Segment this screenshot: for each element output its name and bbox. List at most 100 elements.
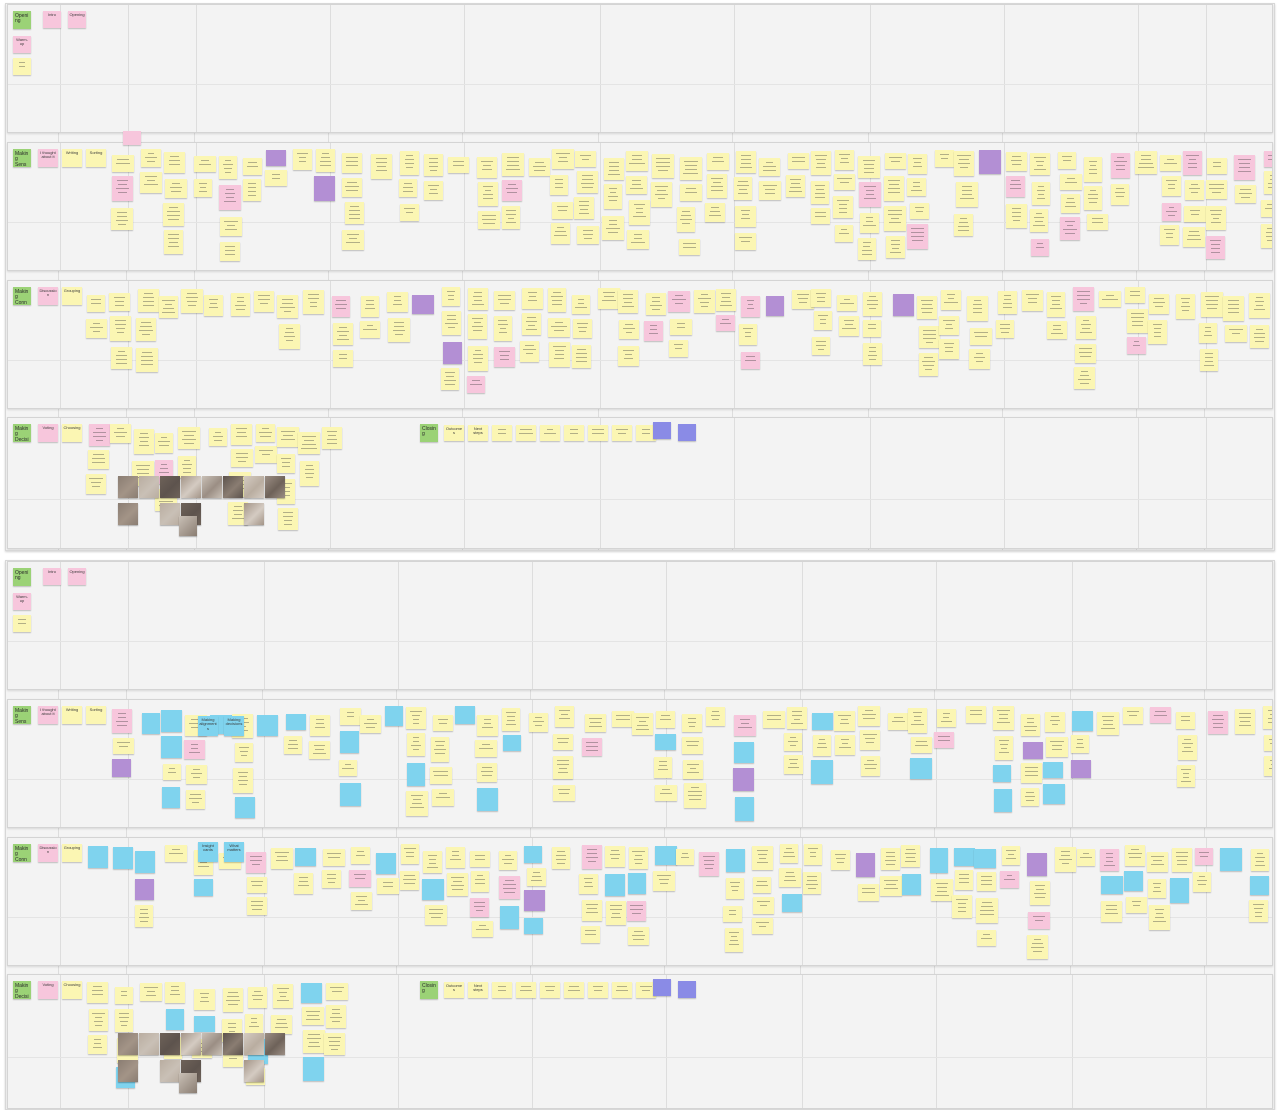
sticky-note[interactable] (1177, 765, 1195, 787)
sticky-note[interactable] (886, 236, 905, 258)
sticky-note[interactable] (163, 203, 184, 226)
sticky-note[interactable] (349, 870, 371, 887)
sticky-note[interactable] (1206, 180, 1227, 199)
sticky-note[interactable] (1071, 760, 1091, 778)
sticky-note[interactable] (322, 427, 342, 449)
sticky-note[interactable] (618, 290, 638, 313)
sticky-note[interactable] (1100, 849, 1119, 871)
sticky-note[interactable] (468, 314, 487, 339)
sticky-note[interactable] (552, 202, 573, 219)
sticky-note[interactable] (733, 768, 754, 791)
sticky-note[interactable] (194, 1016, 215, 1032)
sticky-note[interactable] (627, 230, 649, 249)
sticky-note[interactable] (1124, 871, 1143, 891)
sticky-note[interactable] (627, 901, 646, 921)
sticky-note[interactable] (115, 987, 133, 1004)
sticky-note[interactable] (716, 315, 735, 331)
sticky-note[interactable]: I thought about it (38, 149, 58, 167)
sticky-note[interactable] (919, 326, 940, 348)
sticky-note[interactable] (1032, 182, 1050, 205)
sticky-note[interactable] (522, 288, 543, 309)
sticky-note[interactable] (553, 785, 575, 801)
sticky-note[interactable] (670, 319, 692, 335)
sticky-note[interactable] (265, 170, 287, 186)
sticky-note[interactable] (333, 350, 353, 367)
sticky-note[interactable]: Choosing (62, 981, 82, 999)
sticky-note[interactable] (470, 898, 489, 917)
sticky-note[interactable] (881, 848, 900, 870)
sticky-note[interactable] (1178, 735, 1197, 760)
sticky-note[interactable] (502, 708, 520, 731)
sticky-note[interactable] (1261, 224, 1272, 248)
sticky-note[interactable] (475, 740, 497, 757)
sticky-note[interactable] (588, 425, 608, 441)
sticky-note[interactable] (266, 150, 286, 166)
sticky-note[interactable]: Discussion (38, 287, 58, 305)
sticky-note[interactable] (467, 376, 485, 393)
sticky-note[interactable] (279, 324, 300, 349)
sticky-note[interactable] (682, 714, 702, 732)
sticky-note[interactable] (626, 151, 648, 171)
sticky-note[interactable] (194, 156, 216, 172)
sticky-note[interactable] (956, 182, 978, 207)
sticky-note[interactable] (885, 153, 906, 169)
sticky-note[interactable] (1077, 849, 1095, 866)
sticky-note[interactable] (939, 316, 959, 335)
sticky-note[interactable] (186, 765, 207, 784)
sticky-note[interactable] (1250, 325, 1269, 348)
sticky-note[interactable] (996, 320, 1014, 338)
sticky-note[interactable] (582, 738, 602, 756)
sticky-note[interactable] (812, 713, 833, 730)
sticky-note[interactable]: I thought about it (38, 706, 58, 724)
sticky-note[interactable] (110, 424, 131, 443)
sticky-note[interactable] (115, 1009, 133, 1032)
sticky-note[interactable] (135, 879, 154, 900)
sticky-note[interactable] (478, 182, 498, 206)
sticky-note[interactable] (1148, 320, 1167, 344)
sticky-note[interactable] (1183, 151, 1202, 175)
sticky-note[interactable] (293, 149, 312, 170)
sticky-note[interactable] (112, 176, 133, 201)
sticky-note[interactable] (162, 787, 180, 808)
sticky-note[interactable] (360, 321, 380, 338)
sticky-note[interactable] (1264, 171, 1272, 194)
sticky-note[interactable] (811, 760, 833, 784)
sticky-note[interactable]: Outcomes (444, 425, 464, 441)
sticky-note[interactable] (839, 316, 859, 336)
sticky-note[interactable] (400, 871, 419, 890)
sticky-note[interactable] (628, 927, 649, 945)
sticky-note[interactable] (553, 734, 573, 750)
sticky-note[interactable] (1021, 714, 1040, 736)
sticky-note[interactable] (585, 714, 606, 732)
sticky-note[interactable] (858, 156, 880, 178)
sticky-note[interactable] (931, 879, 953, 901)
sticky-note[interactable] (994, 789, 1012, 812)
sticky-note[interactable] (112, 759, 131, 777)
sticky-note[interactable] (655, 785, 677, 801)
sticky-note[interactable] (342, 230, 364, 250)
sticky-note[interactable] (579, 874, 598, 894)
sticky-note[interactable]: Sorting (86, 149, 106, 167)
sticky-note[interactable] (88, 846, 108, 868)
sticky-note[interactable] (977, 930, 996, 946)
sticky-note[interactable] (303, 1030, 325, 1053)
sticky-note[interactable] (492, 982, 512, 998)
photo-thumbnail[interactable] (179, 1073, 197, 1093)
sticky-note[interactable] (935, 150, 954, 167)
sticky-note[interactable] (786, 175, 805, 197)
sticky-note[interactable] (752, 918, 773, 934)
sticky-note[interactable] (1055, 847, 1076, 872)
sticky-note[interactable] (937, 709, 956, 727)
sticky-note[interactable] (433, 715, 453, 731)
sticky-note[interactable] (705, 203, 725, 222)
sticky-note[interactable] (140, 172, 162, 193)
sticky-note[interactable] (1058, 152, 1076, 169)
sticky-note[interactable] (388, 318, 410, 342)
sticky-note[interactable] (736, 151, 756, 173)
sticky-note[interactable]: Opening (68, 568, 86, 585)
sticky-note[interactable] (502, 180, 522, 201)
sticky-note[interactable] (880, 876, 902, 896)
sticky-note[interactable] (1099, 291, 1121, 307)
sticky-note[interactable] (1061, 194, 1080, 213)
sticky-note[interactable] (407, 733, 425, 756)
